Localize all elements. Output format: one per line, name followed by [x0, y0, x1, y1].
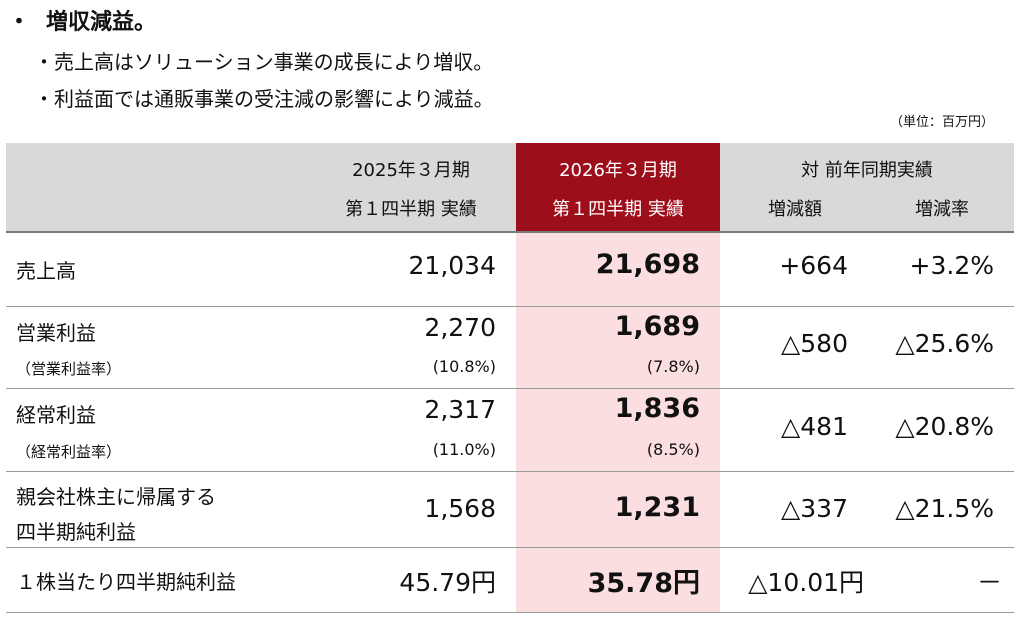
results-table: 2025年３月期 第１四半期 実績 2026年３月期 第１四半期 実績 対 前年… — [6, 143, 1014, 613]
header-compare: 対 前年同期実績 — [801, 160, 933, 181]
operating-profit-rate: △25.6% — [895, 329, 994, 358]
sales-prev: 21,034 — [408, 251, 496, 280]
header-curr-line1: 2026年３月期 — [559, 160, 677, 181]
eps-curr: 35.78円 — [587, 568, 700, 599]
header-prev-line2: 第１四半期 実績 — [345, 199, 477, 220]
net-income-prev: 1,568 — [424, 494, 496, 523]
sales-curr: 21,698 — [595, 249, 700, 280]
row-divider — [6, 471, 1014, 472]
operating-margin-curr: (7.8%) — [646, 357, 700, 376]
ordinary-profit-prev: 2,317 — [424, 395, 496, 424]
ordinary-profit-curr: 1,836 — [614, 393, 700, 424]
row-label-operating-profit: 営業利益 — [16, 321, 96, 345]
eps-diff: △10.01円 — [748, 568, 864, 597]
current-period-header-highlight — [516, 143, 720, 231]
sales-rate: +3.2% — [909, 251, 994, 280]
ordinary-profit-rate: △20.8% — [895, 412, 994, 441]
row-label-eps: １株当たり四半期純利益 — [16, 570, 236, 594]
row-label-sales: 売上高 — [16, 259, 76, 283]
net-income-curr: 1,231 — [614, 492, 700, 523]
table-header-background — [6, 143, 1014, 231]
header-diff: 増減額 — [768, 199, 822, 220]
ordinary-margin-prev: (11.0%) — [432, 440, 496, 459]
header-curr-line2: 第１四半期 実績 — [552, 199, 684, 220]
operating-margin-prev: (10.8%) — [432, 357, 496, 376]
row-label-net-income-line1: 親会社株主に帰属する — [16, 485, 216, 509]
heading-text: 増収減益。 — [46, 10, 157, 35]
header-prev-line1: 2025年３月期 — [352, 160, 470, 181]
sub-bullet-sales: ・売上高はソリューション事業の成長により増収。 — [34, 50, 494, 74]
eps-rate: － — [976, 568, 1002, 597]
operating-profit-diff: △580 — [781, 329, 848, 358]
ordinary-profit-diff: △481 — [781, 412, 848, 441]
row-label-net-income-line2: 四半期純利益 — [16, 520, 136, 544]
operating-profit-curr: 1,689 — [614, 311, 700, 342]
header-rate: 増減率 — [915, 199, 969, 220]
row-divider — [6, 388, 1014, 389]
net-income-rate: △21.5% — [895, 494, 994, 523]
row-label-ordinary-profit: 経常利益 — [16, 403, 96, 427]
ordinary-margin-curr: (8.5%) — [646, 440, 700, 459]
unit-note: （単位：百万円） — [889, 115, 994, 130]
row-sublabel-operating-margin: （営業利益率） — [16, 360, 122, 378]
net-income-diff: △337 — [781, 494, 848, 523]
row-divider — [6, 306, 1014, 307]
row-divider — [6, 547, 1014, 548]
sales-diff: +664 — [779, 251, 848, 280]
table-bottom-border — [6, 612, 1014, 613]
eps-prev: 45.79円 — [399, 568, 496, 597]
header-divider — [6, 231, 1014, 233]
sub-bullet-profit: ・利益面では通販事業の受注減の影響により減益。 — [34, 87, 494, 111]
row-sublabel-ordinary-margin: （経常利益率） — [16, 443, 122, 461]
operating-profit-prev: 2,270 — [424, 313, 496, 342]
bullet-dot: ・ — [8, 10, 31, 35]
